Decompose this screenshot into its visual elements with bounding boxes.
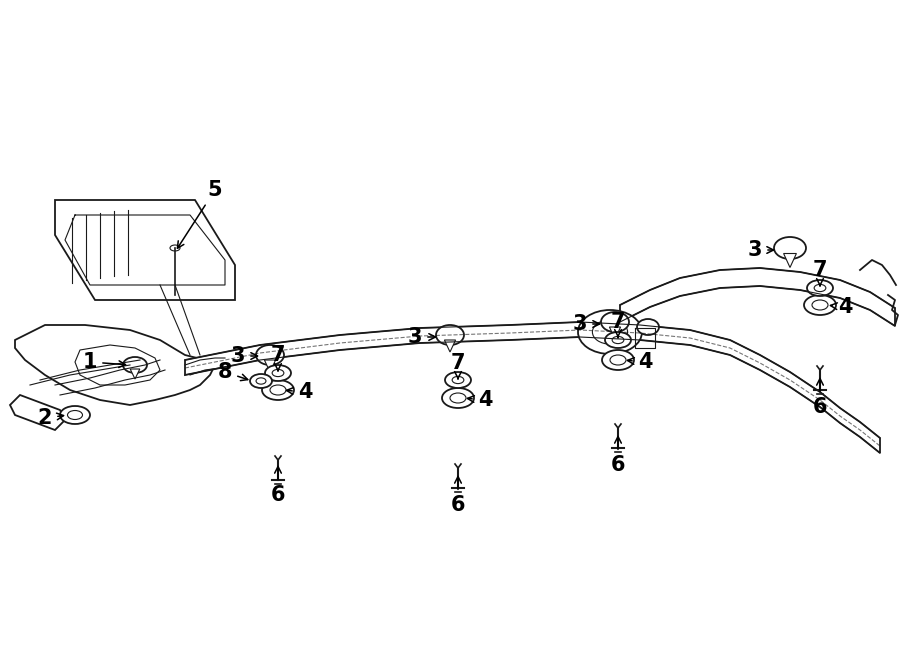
Ellipse shape <box>262 380 294 400</box>
Polygon shape <box>445 340 455 352</box>
Text: 2: 2 <box>38 408 64 428</box>
Text: 4: 4 <box>467 390 492 410</box>
Ellipse shape <box>265 365 291 381</box>
Ellipse shape <box>612 336 624 344</box>
Text: 4: 4 <box>831 297 852 317</box>
Ellipse shape <box>605 332 631 348</box>
Ellipse shape <box>601 312 629 332</box>
Ellipse shape <box>807 280 833 296</box>
Polygon shape <box>15 325 215 405</box>
Polygon shape <box>784 254 796 268</box>
Ellipse shape <box>637 319 659 335</box>
Ellipse shape <box>592 320 627 344</box>
Ellipse shape <box>256 378 266 384</box>
Text: 6: 6 <box>813 379 827 417</box>
Polygon shape <box>55 200 235 300</box>
Ellipse shape <box>812 300 828 310</box>
Text: 7: 7 <box>451 353 465 379</box>
Polygon shape <box>75 345 160 385</box>
Text: 4: 4 <box>627 352 652 372</box>
Ellipse shape <box>60 406 90 424</box>
Ellipse shape <box>68 410 83 420</box>
Text: 6: 6 <box>451 477 465 515</box>
Text: 3: 3 <box>408 327 436 347</box>
Ellipse shape <box>578 310 642 354</box>
Ellipse shape <box>272 369 284 377</box>
Text: 6: 6 <box>611 436 625 475</box>
Ellipse shape <box>452 376 464 383</box>
Polygon shape <box>265 360 275 372</box>
Text: 7: 7 <box>611 312 625 338</box>
Text: 6: 6 <box>271 467 285 505</box>
Ellipse shape <box>610 355 626 365</box>
Polygon shape <box>620 268 895 326</box>
Ellipse shape <box>442 388 474 408</box>
Ellipse shape <box>270 385 286 395</box>
Text: 5: 5 <box>177 180 222 249</box>
Ellipse shape <box>804 295 836 315</box>
Ellipse shape <box>256 345 284 365</box>
Text: 3: 3 <box>572 314 599 334</box>
Ellipse shape <box>250 374 272 388</box>
Ellipse shape <box>170 245 180 251</box>
Polygon shape <box>10 395 65 430</box>
Text: 7: 7 <box>813 260 827 286</box>
Ellipse shape <box>774 237 806 259</box>
Text: 1: 1 <box>83 352 125 372</box>
Text: 7: 7 <box>271 345 285 371</box>
Ellipse shape <box>123 357 147 373</box>
Text: 3: 3 <box>230 346 257 366</box>
Text: 4: 4 <box>286 382 312 402</box>
Ellipse shape <box>445 372 471 388</box>
Text: 8: 8 <box>218 362 248 382</box>
Ellipse shape <box>814 284 826 292</box>
Polygon shape <box>185 322 880 453</box>
Polygon shape <box>130 369 140 379</box>
Ellipse shape <box>436 325 464 345</box>
Ellipse shape <box>602 350 634 370</box>
Polygon shape <box>609 327 621 339</box>
Text: 3: 3 <box>748 240 773 260</box>
Ellipse shape <box>450 393 466 403</box>
